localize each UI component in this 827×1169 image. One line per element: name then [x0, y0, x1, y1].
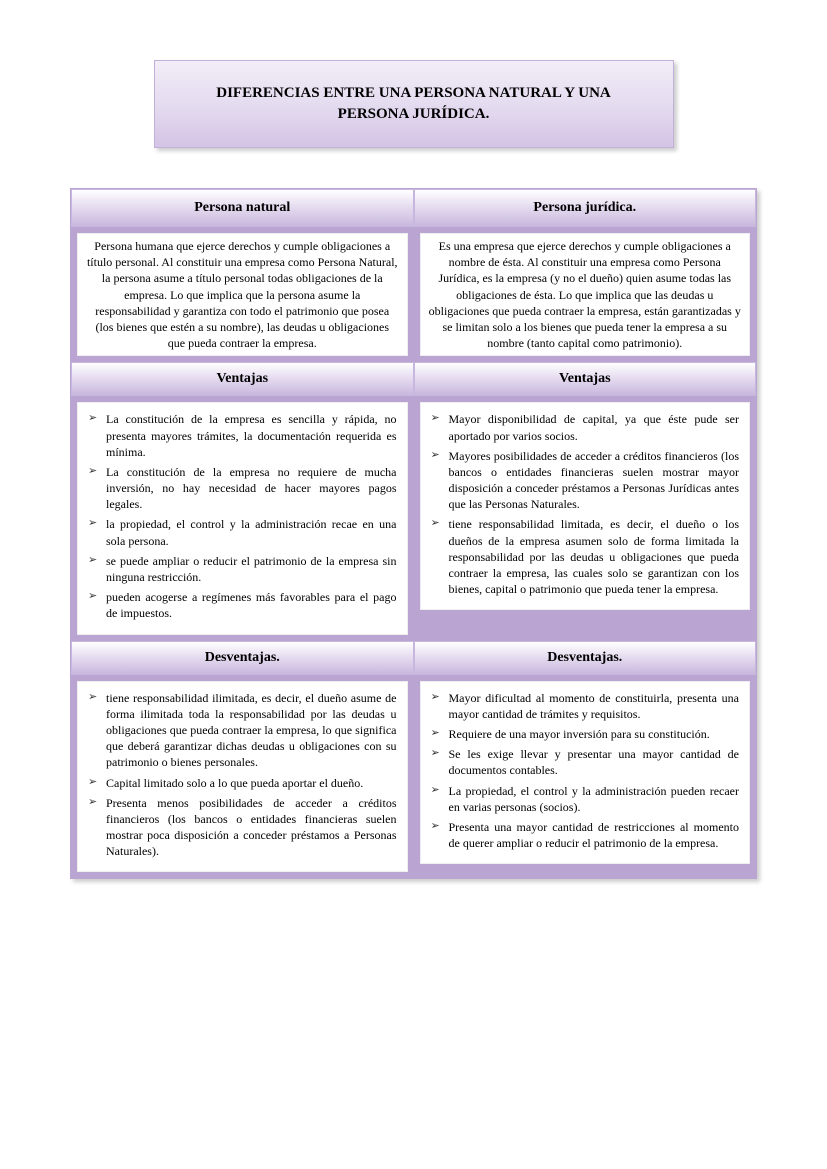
list-item: se puede ampliar o reducir el patrimonio… — [84, 553, 397, 585]
desc-cell-juridica: Es una empresa que ejerce derechos y cum… — [414, 227, 757, 362]
col-header-juridica: Persona jurídica. — [414, 189, 757, 227]
list-item: la propiedad, el control y la administra… — [84, 516, 397, 548]
ventajas-row: La constitución de la empresa es sencill… — [71, 396, 756, 640]
desventajas-header-juridica: Desventajas. — [414, 641, 757, 675]
desventajas-list-natural: tiene responsabilidad ilimitada, es deci… — [77, 681, 408, 873]
ventajas-header-row: Ventajas Ventajas — [71, 362, 756, 396]
ventajas-list-natural: La constitución de la empresa es sencill… — [77, 402, 408, 634]
description-row: Persona humana que ejerce derechos y cum… — [71, 227, 756, 362]
comparison-table: Persona natural Persona jurídica. Person… — [70, 188, 757, 879]
desventajas-header-natural: Desventajas. — [71, 641, 414, 675]
desc-juridica: Es una empresa que ejerce derechos y cum… — [420, 233, 751, 356]
ventajas-cell-juridica: Mayor disponibilidad de capital, ya que … — [414, 396, 757, 640]
list-item: Mayor disponibilidad de capital, ya que … — [427, 411, 740, 443]
ventajas-header-natural: Ventajas — [71, 362, 414, 396]
desc-natural: Persona humana que ejerce derechos y cum… — [77, 233, 408, 356]
list-item: Requiere de una mayor inversión para su … — [427, 726, 740, 742]
list-item: La constitución de la empresa es sencill… — [84, 411, 397, 460]
list-item: tiene responsabilidad limitada, es decir… — [427, 516, 740, 597]
page-title: DIFERENCIAS ENTRE UNA PERSONA NATURAL Y … — [185, 83, 643, 125]
desventajas-cell-juridica: Mayor dificultad al momento de constitui… — [414, 675, 757, 879]
desc-cell-natural: Persona humana que ejerce derechos y cum… — [71, 227, 414, 362]
header-row: Persona natural Persona jurídica. — [71, 189, 756, 227]
list-item: Presenta menos posibilidades de acceder … — [84, 795, 397, 860]
list-item: La constitución de la empresa no requier… — [84, 464, 397, 513]
desventajas-cell-natural: tiene responsabilidad ilimitada, es deci… — [71, 675, 414, 879]
list-item: pueden acogerse a regímenes más favorabl… — [84, 589, 397, 621]
list-item: Mayores posibilidades de acceder a crédi… — [427, 448, 740, 513]
col-header-natural: Persona natural — [71, 189, 414, 227]
list-item: Capital limitado solo a lo que pueda apo… — [84, 775, 397, 791]
list-item: tiene responsabilidad ilimitada, es deci… — [84, 690, 397, 771]
ventajas-cell-natural: La constitución de la empresa es sencill… — [71, 396, 414, 640]
list-item: Mayor dificultad al momento de constitui… — [427, 690, 740, 722]
list-item: Presenta una mayor cantidad de restricci… — [427, 819, 740, 851]
desventajas-row: tiene responsabilidad ilimitada, es deci… — [71, 675, 756, 879]
desventajas-list-juridica: Mayor dificultad al momento de constitui… — [420, 681, 751, 865]
title-box: DIFERENCIAS ENTRE UNA PERSONA NATURAL Y … — [154, 60, 674, 148]
ventajas-list-juridica: Mayor disponibilidad de capital, ya que … — [420, 402, 751, 610]
list-item: La propiedad, el control y la administra… — [427, 783, 740, 815]
desventajas-header-row: Desventajas. Desventajas. — [71, 641, 756, 675]
list-item: Se les exige llevar y presentar una mayo… — [427, 746, 740, 778]
ventajas-header-juridica: Ventajas — [414, 362, 757, 396]
